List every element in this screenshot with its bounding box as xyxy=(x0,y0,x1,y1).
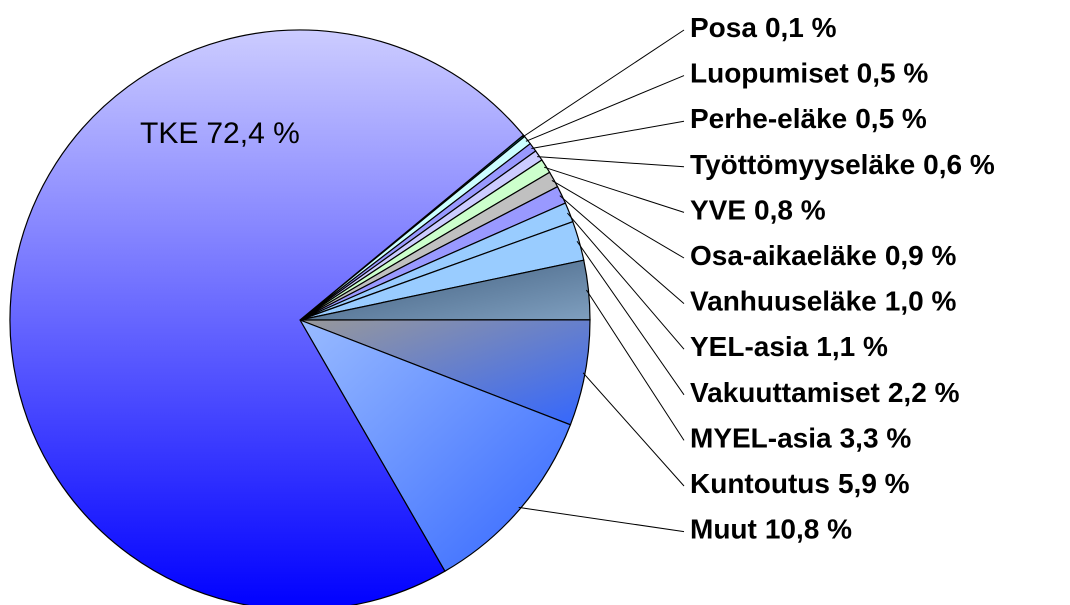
leader-line xyxy=(518,506,685,533)
category-label: TKE xyxy=(140,117,198,150)
slice-label: Muut 10,8 % xyxy=(690,514,852,545)
value-label: 3,3 % xyxy=(840,423,912,454)
value-label: 2,2 % xyxy=(888,377,960,408)
category-label: Perhe-eläke xyxy=(690,104,847,135)
pie-slice xyxy=(9,29,525,605)
category-label: Vanhuuseläke xyxy=(690,286,877,317)
value-label: 0,6 % xyxy=(923,149,995,180)
category-label: Luopumiset xyxy=(690,58,849,89)
value-label: 1,0 % xyxy=(885,286,957,317)
leader-line xyxy=(586,289,685,441)
leader-line xyxy=(559,195,685,304)
value-label: 10,8 % xyxy=(765,514,852,545)
slice-label: Posa 0,1 % xyxy=(690,12,837,43)
leader-line xyxy=(522,29,685,138)
leader-line xyxy=(576,240,685,396)
leader-line xyxy=(582,372,685,487)
leader-line xyxy=(537,156,685,168)
slice-label: MYEL-asia 3,3 % xyxy=(690,423,911,454)
value-label: 0,5 % xyxy=(857,58,929,89)
leader-line xyxy=(525,75,685,142)
slice-label: Vakuuttamiset 2,2 % xyxy=(690,377,960,408)
category-label: Kuntoutus xyxy=(690,468,830,499)
slice-label: YEL-asia 1,1 % xyxy=(690,332,888,363)
slice-label: Työttömyyseläke 0,6 % xyxy=(690,149,995,180)
value-label: 0,1 % xyxy=(765,12,837,43)
value-label: 0,5 % xyxy=(855,104,927,135)
slice-label: Perhe-eläke 0,5 % xyxy=(690,104,927,135)
category-label: Posa xyxy=(690,12,757,43)
value-label: 0,8 % xyxy=(754,195,826,226)
leader-line xyxy=(551,179,685,259)
category-label: Työttömyyseläke xyxy=(690,149,915,180)
leader-line xyxy=(567,212,685,350)
value-label: 0,9 % xyxy=(885,240,957,271)
slice-label: YVE 0,8 % xyxy=(690,195,826,226)
category-label: MYEL-asia xyxy=(690,423,832,454)
slice-label: Vanhuuseläke 1,0 % xyxy=(690,286,956,317)
leader-line xyxy=(531,120,685,150)
value-label: 72,4 % xyxy=(206,117,299,150)
value-label: 5,9 % xyxy=(838,468,910,499)
slice-label: Luopumiset 0,5 % xyxy=(690,58,928,89)
leader-line xyxy=(543,166,685,213)
slice-label: Osa-aikaeläke 0,9 % xyxy=(690,240,957,271)
slice-label: Kuntoutus 5,9 % xyxy=(690,468,910,499)
category-label: YVE xyxy=(690,195,746,226)
category-label: Vakuuttamiset xyxy=(690,377,880,408)
category-label: Osa-aikaeläke xyxy=(690,240,877,271)
category-label: YEL-asia xyxy=(690,332,809,363)
slice-label: TKE 72,4 % xyxy=(140,117,300,150)
value-label: 1,1 % xyxy=(816,332,888,363)
pie-slice xyxy=(298,318,572,573)
category-label: Muut xyxy=(690,514,757,545)
